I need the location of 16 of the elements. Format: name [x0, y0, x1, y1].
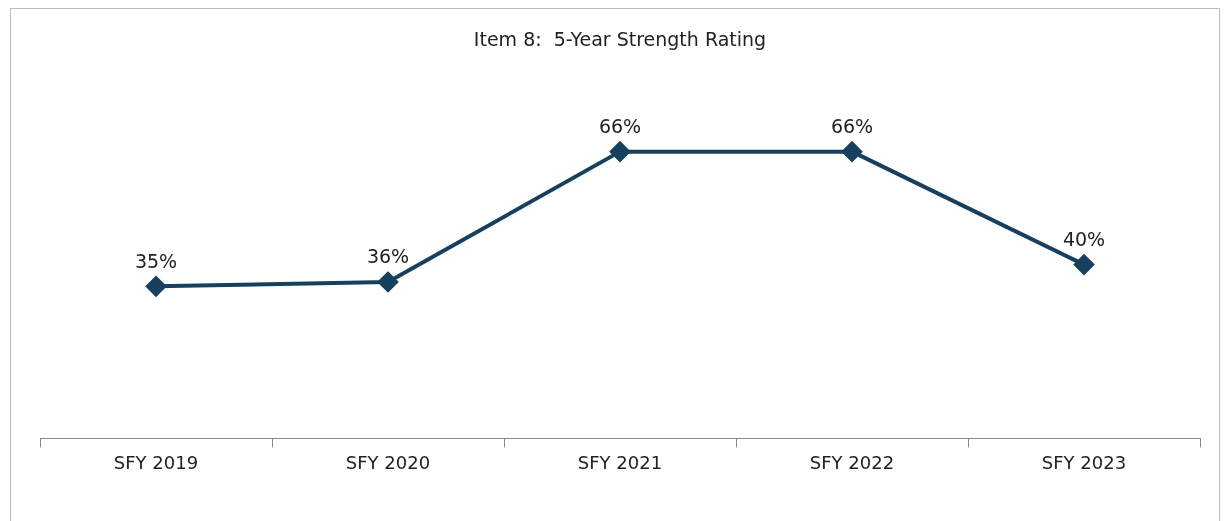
data-label: 36% — [366, 245, 410, 268]
data-label: 40% — [1062, 228, 1106, 251]
x-tick-label: SFY 2022 — [809, 451, 895, 473]
point — [610, 141, 630, 162]
point — [842, 141, 862, 162]
x-tick-label: SFY 2023 — [1041, 451, 1127, 473]
point — [378, 271, 398, 292]
data-label: 66% — [830, 115, 874, 138]
data-label: 35% — [134, 249, 178, 272]
x-tick-label: SFY 2021 — [577, 451, 663, 473]
point — [1074, 254, 1094, 275]
x-tick-label: SFY 2020 — [345, 451, 431, 473]
chart-title: Item 8: 5-Year Strength Rating — [473, 28, 767, 51]
data-label: 66% — [598, 115, 642, 138]
x-tick-label: SFY 2019 — [113, 451, 199, 473]
point — [146, 276, 166, 297]
